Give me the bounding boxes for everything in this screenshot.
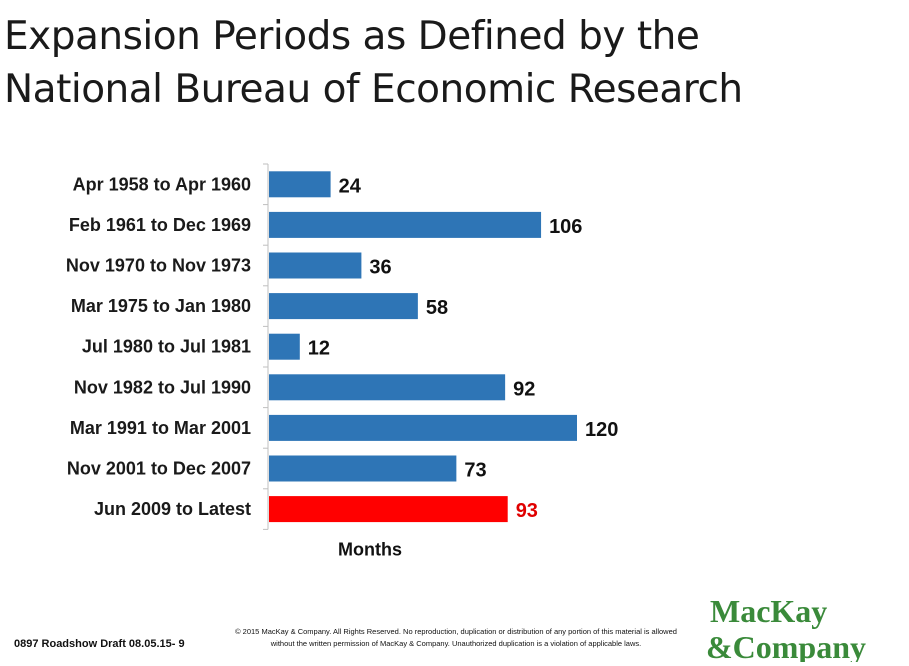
bar <box>269 252 362 279</box>
category-label: Mar 1991 to Mar 2001 <box>70 418 251 438</box>
data-label: 120 <box>585 419 618 441</box>
copyright-line-1: © 2015 MacKay & Company. All Rights Rese… <box>235 627 677 636</box>
data-label: 93 <box>516 500 538 522</box>
bar <box>269 333 300 360</box>
bar <box>269 293 418 320</box>
bar <box>269 211 542 238</box>
data-label: 58 <box>426 297 448 319</box>
draft-label: 0897 Roadshow Draft 08.05.15- 9 <box>14 638 185 650</box>
bar <box>269 496 508 523</box>
category-label: Feb 1961 to Dec 1969 <box>69 215 251 235</box>
logo-line-1: MacKay <box>710 593 827 629</box>
category-label: Nov 2001 to Dec 2007 <box>67 459 251 479</box>
category-label: Mar 1975 to Jan 1980 <box>71 296 251 316</box>
slide-title: Expansion Periods as Defined by the Nati… <box>4 10 904 116</box>
logo-line-2: &Company <box>706 629 866 662</box>
data-label: 24 <box>339 175 362 197</box>
bar-chart: Apr 1958 to Apr 1960 24 Feb 1961 to Dec 19… <box>66 163 618 559</box>
title-line-1: Expansion Periods as Defined by the <box>4 14 700 59</box>
category-label: Apr 1958 to Apr 1960 <box>73 174 251 194</box>
category-label: Jun 2009 to Latest <box>94 499 251 519</box>
copyright-line-2: without the written permission of MacKay… <box>270 639 642 648</box>
x-axis-label: Months <box>338 539 402 559</box>
company-logo: MacKay &Company <box>706 593 866 662</box>
bar <box>269 414 577 441</box>
category-label: Jul 1980 to Jul 1981 <box>82 337 251 357</box>
bar <box>269 171 331 198</box>
title-line-2: National Bureau of Economic Research <box>4 67 743 112</box>
data-label: 92 <box>513 378 535 400</box>
data-label: 12 <box>308 338 330 360</box>
bar <box>269 374 506 401</box>
copyright-notice: © 2015 MacKay & Company. All Rights Rese… <box>200 626 712 650</box>
category-label: Nov 1970 to Nov 1973 <box>66 256 251 276</box>
data-label: 36 <box>369 257 391 279</box>
data-label: 106 <box>549 216 582 238</box>
data-label: 73 <box>464 460 486 482</box>
bar <box>269 455 457 482</box>
category-label: Nov 1982 to Jul 1990 <box>74 377 251 397</box>
